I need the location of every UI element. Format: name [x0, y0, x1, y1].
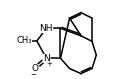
Text: O: O [31, 64, 38, 73]
Text: +: + [47, 61, 52, 67]
Text: N: N [43, 54, 50, 63]
Text: NH: NH [40, 24, 53, 33]
Text: −: − [30, 72, 36, 78]
Text: CH₃: CH₃ [17, 36, 32, 45]
